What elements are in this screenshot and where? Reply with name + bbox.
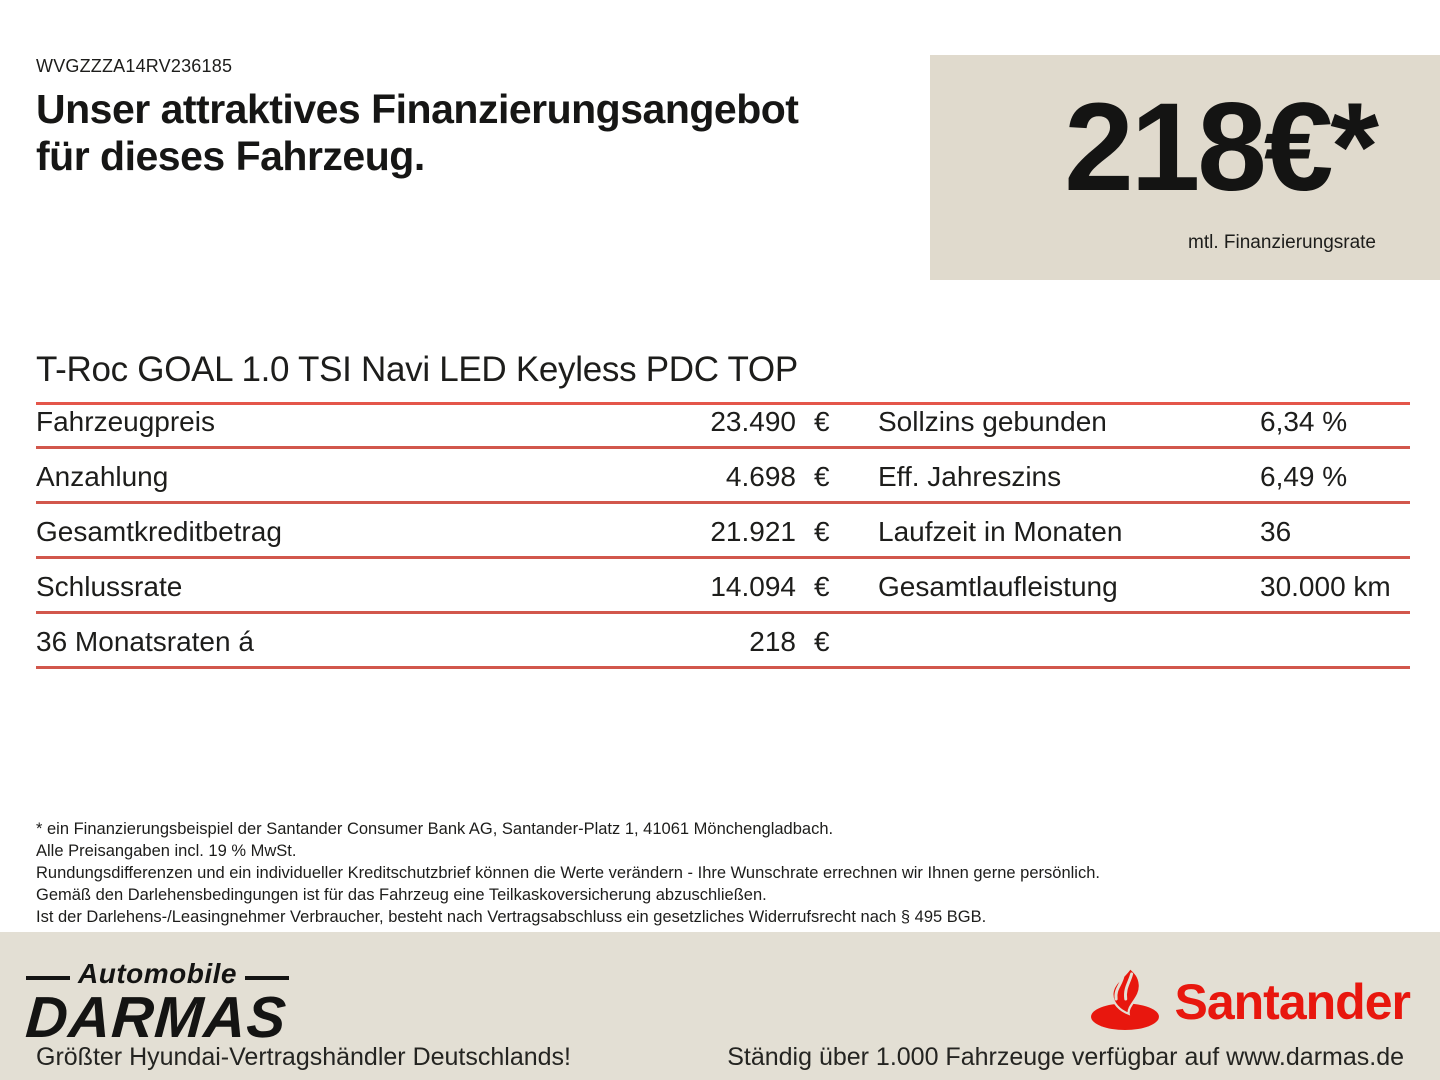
finance-row: Schlussrate 14.094 € Gesamtlaufleistung … [36, 559, 1410, 614]
logo-rule-right [245, 976, 289, 980]
finance-value: 6,49 % [1260, 461, 1348, 492]
disclaimer-line: Gemäß den Darlehensbedingungen ist für d… [36, 886, 767, 904]
finance-value: 23.490 [710, 406, 796, 437]
finance-value: 4.698 [725, 461, 796, 492]
finance-label: Laufzeit in Monaten [878, 516, 1123, 547]
santander-flame-icon [1088, 966, 1162, 1035]
finance-table: Fahrzeugpreis 23.490 € Sollzins gebunden… [36, 394, 1410, 669]
monthly-rate-box: 218€* mtl. Finanzierungsrate [930, 55, 1440, 280]
vehicle-vin: WVGZZZA14RV236185 [36, 56, 233, 76]
dealer-tagline: Größter Hyundai-Vertragshändler Deutschl… [36, 1043, 571, 1071]
euro-sign: € [814, 406, 830, 437]
euro-sign: € [814, 516, 830, 547]
darmas-logo-name: DARMAS [23, 985, 289, 1050]
finance-label: Gesamtlaufleistung [878, 571, 1118, 602]
disclaimer-line: Ist der Darlehens-/Leasingnehmer Verbrau… [36, 908, 987, 926]
page-title: Unser attraktives Finanzierungsangebot f… [36, 86, 799, 180]
finance-value: 30.000 km [1260, 571, 1391, 602]
darmas-logo-automobile: Automobile [78, 958, 237, 989]
monthly-rate-value: 218€* [1064, 78, 1379, 217]
finance-label: Eff. Jahreszins [878, 461, 1062, 492]
footer: Automobile DARMAS Größter Hyundai-Vertra… [0, 932, 1440, 1080]
disclaimer-line: * ein Finanzierungsbeispiel der Santande… [36, 820, 834, 838]
santander-wordmark: Santander [1174, 973, 1411, 1030]
finance-label: Schlussrate [36, 571, 183, 602]
euro-sign: € [814, 571, 830, 602]
finance-value: 6,34 % [1260, 406, 1348, 437]
finance-label: Anzahlung [36, 461, 169, 492]
bank-tagline: Ständig über 1.000 Fahrzeuge verfügbar a… [727, 1043, 1404, 1071]
finance-label: Fahrzeugpreis [36, 406, 215, 437]
disclaimer-line: Rundungsdifferenzen und ein individuelle… [36, 864, 1100, 882]
finance-row: Gesamtkreditbetrag 21.921 € Laufzeit in … [36, 504, 1410, 559]
santander-logo: Santander [1088, 966, 1411, 1035]
finance-value: 218 [749, 626, 796, 657]
finance-value: 36 [1260, 516, 1292, 547]
finance-row: Anzahlung 4.698 € Eff. Jahreszins 6,49 % [36, 449, 1410, 504]
finance-label: 36 Monatsraten á [36, 626, 254, 657]
euro-sign: € [814, 461, 830, 492]
darmas-logo-top: Automobile [26, 958, 289, 990]
darmas-logo: Automobile DARMAS [23, 958, 289, 1050]
finance-row: 36 Monatsraten á 218 € [36, 614, 1410, 669]
monthly-rate-caption: mtl. Finanzierungsrate [1188, 232, 1376, 253]
logo-rule-left [26, 976, 70, 980]
page-title-line1: Unser attraktives Finanzierungsangebot [36, 86, 799, 132]
disclaimer: * ein Finanzierungsbeispiel der Santande… [36, 818, 1406, 928]
page-title-line2: für dieses Fahrzeug. [36, 133, 425, 179]
euro-sign: € [814, 626, 830, 657]
finance-label: Gesamtkreditbetrag [36, 516, 282, 547]
vehicle-title: T-Roc GOAL 1.0 TSI Navi LED Keyless PDC … [36, 350, 1410, 405]
finance-label: Sollzins gebunden [878, 406, 1107, 437]
disclaimer-line: Alle Preisangaben incl. 19 % MwSt. [36, 842, 297, 860]
finance-row: Fahrzeugpreis 23.490 € Sollzins gebunden… [36, 394, 1410, 449]
finance-value: 21.921 [710, 516, 796, 547]
finance-value: 14.094 [710, 571, 796, 602]
